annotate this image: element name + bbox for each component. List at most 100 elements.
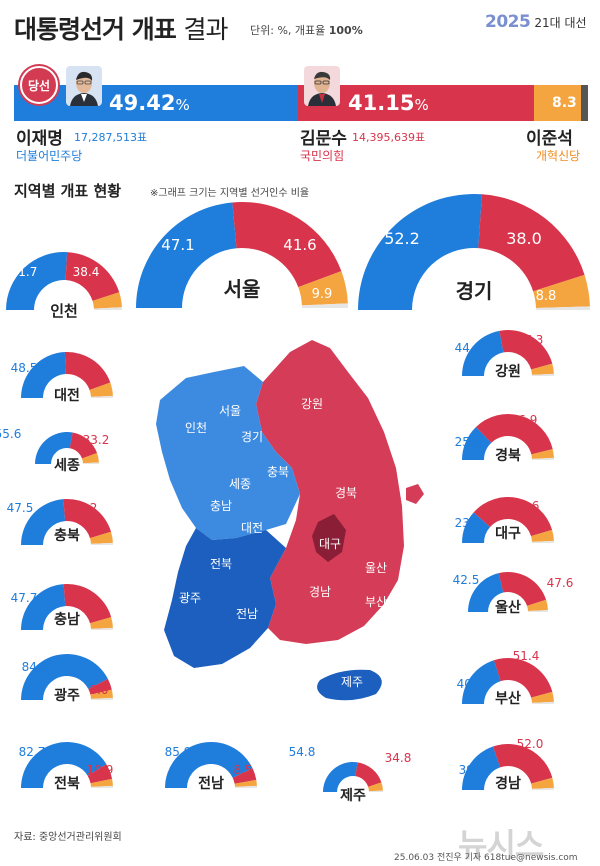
value-label-lee: 47.5 [7,501,34,515]
gauge-arc-other [527,610,548,612]
value-label-kim: 40.6 [71,361,98,375]
gauge-arc-other [82,462,99,464]
region-gauges: 서울 47.1 41.6 9.9 경기 52.2 38.0 8.8 인천 51.7 38.4 대전 48… [0,194,590,804]
gauge-arc-kim [492,744,553,784]
value-label-kim: 51.4 [513,649,540,663]
avatar-lee [66,66,102,106]
gauge-arc-junseok [234,779,257,787]
gauge-region-label: 경북 [495,447,521,464]
gauge-arc-junseok [533,274,590,309]
gauge-세종: 세종 55.6 33.2 [0,427,109,474]
value-label-lee: 48.5 [11,361,38,375]
source-note: 자료: 중앙선거관리위원회 [14,832,122,843]
value-label-kim: 34.8 [385,751,412,765]
gauge-arc-other [535,306,590,310]
bar-segment-lee [14,85,298,121]
gauge-arc-kim [232,202,342,288]
gauge-arc-junseok [89,531,113,544]
gauge-arc-lee [164,742,253,788]
gauge-전북: 전북 82.7 10.9 [19,742,114,792]
gauge-arc-junseok [531,529,554,542]
page-title: 대통령선거 개표 결과 [14,10,228,46]
gauge-arc-lee [462,426,492,460]
gauge-arc-junseok [90,689,113,699]
map-label-전남: 전남 [236,607,258,621]
gauge-arc-kim [63,584,112,624]
gauge-region-label: 강원 [495,363,521,380]
gauge-arc-other [531,373,554,376]
gauge-region-label: 충북 [54,528,80,544]
map-label-부산: 부산 [365,595,387,609]
gauge-arc-other [93,307,122,310]
map-label-서울: 서울 [219,404,241,418]
value-label-lee: 25.5 [455,435,482,449]
credit-line: 25.06.03 전진우 기자 618tue@newsis.com [394,853,578,863]
map-label-경남: 경남 [309,585,331,599]
value-label-lee: 42.5 [453,573,480,587]
gauge-arc-other [531,787,554,790]
gauge-arc-other [234,785,257,788]
value-label-junseok: 8.8 [536,289,557,304]
gauge-경북: 경북 25.5 66.9 [455,413,554,464]
newsis-watermark: 뉴시스 [458,826,544,864]
gauge-경기: 경기 52.2 38.0 8.8 [358,194,590,310]
value-label-lee: 55.6 [0,427,21,441]
value-label-kim: 38.4 [73,265,100,279]
gauge-충북: 충북 47.5 43.2 [7,499,113,545]
gauge-서울: 서울 47.1 41.6 9.9 [136,202,348,308]
gauge-arc-other [531,457,554,460]
map-label-인천: 인천 [185,420,207,435]
gauge-arc-junseok [82,452,99,464]
gauge-대구: 대구 23.2 67.6 [455,497,554,543]
gauge-region-label: 경남 [495,775,521,792]
gauge-arc-junseok [531,449,554,459]
pct-junseok: 8.3 [552,95,577,111]
value-label-kim: 47.6 [547,576,574,590]
gauge-강원: 강원 44.0 47.3 [455,330,554,380]
gauge-arc-kim [499,330,553,370]
map-label-전북: 전북 [210,557,232,571]
gauge-arc-kim [493,658,553,698]
gauge-arc-kim [69,432,98,459]
value-label-kim: 43.3 [67,591,94,605]
value-label-lee: 52.2 [384,229,420,248]
value-label-kim: 8.5 [233,763,252,777]
bar-segment-junseok [533,85,582,121]
gauge-arc-other [90,542,113,545]
gauge-arc-other [90,697,113,700]
gauge-울산: 울산 42.5 47.6 [453,572,574,616]
gauge-전남: 전남 85.9 8.5 [165,742,257,792]
candidate-name-kim: 김문수 [300,129,347,149]
unit-text: 단위: %, 개표율 [250,24,326,37]
map-label-제주: 제주 [341,675,363,689]
votes-lee: 17,287,513표 [74,131,148,144]
gauge-arc-kim [498,572,547,606]
gauge-arc-lee [358,194,483,310]
gauge-arc-other [368,790,384,792]
value-label-lee: 54.8 [289,745,316,759]
gauge-arc-lee [21,742,107,788]
map-label-세종: 세종 [229,477,251,491]
portrait-lee-icon [66,66,102,106]
gauge-arc-lee [21,654,108,700]
gauge-arc-kim [355,762,382,787]
value-label-kim: 10.9 [87,763,114,777]
candidate-name-junseok: 이준석 [526,129,573,149]
gauge-광주: 광주 84.8 8.0 [21,654,113,704]
title-light: 결과 [183,15,228,44]
election-logo: 2025 21대 대선 [485,12,587,32]
map-label-경북: 경북 [335,486,357,500]
gauge-arc-kim [478,194,585,292]
gauge-region-label: 세종 [54,458,80,474]
portrait-kim-icon [304,66,340,106]
party-kim: 국민의힘 [300,149,345,163]
gauge-arc-lee [462,660,501,704]
gauge-arc-junseok [368,782,383,792]
gauge-region-label: 경기 [456,279,493,303]
gauge-arc-lee [21,352,66,398]
gauge-arc-lee [6,252,68,310]
party-lee: 더불어민주당 [16,149,83,163]
value-label-kim: 43.2 [71,501,98,515]
map-label-충북: 충북 [267,465,289,479]
